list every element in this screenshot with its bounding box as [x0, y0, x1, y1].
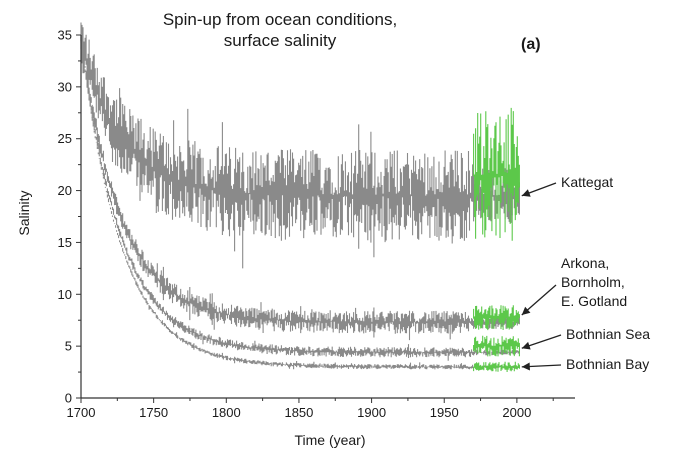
annotation-arrowhead-0	[521, 189, 531, 197]
x-tick-label-1900: 1900	[357, 405, 386, 420]
y-tick-label-10: 10	[58, 287, 72, 302]
x-tick-label-1800: 1800	[212, 405, 241, 420]
series-0-spinup-trace	[80, 22, 520, 269]
annotation-arrowhead-2	[521, 341, 531, 350]
chart-title-line-2: surface salinity	[223, 31, 337, 50]
x-tick-label-1700: 1700	[67, 405, 96, 420]
series-0-observed-trace	[473, 107, 520, 241]
y-tick-label-30: 30	[58, 79, 72, 94]
annotation-arrowhead-1	[521, 306, 531, 316]
x-tick-label-1950: 1950	[430, 405, 459, 420]
annotation-arkona-line-3: E. Gotland	[561, 293, 628, 309]
x-tick-label-2000: 2000	[502, 405, 531, 420]
annotation-bothnian-sea: Bothnian Sea	[566, 326, 651, 342]
y-tick-label-20: 20	[58, 183, 72, 198]
x-tick-label-1850: 1850	[284, 405, 313, 420]
annotation-kattegat: Kattegat	[561, 174, 614, 190]
annotation-arkona-line-1: Arkona,	[561, 255, 610, 271]
panel-label: (a)	[521, 36, 541, 53]
axes: 1700 1750 1800 1850 1900 1950 2000 0 5 10 15 20 25 30…	[58, 28, 575, 420]
annotation-bothnian-bay: Bothnian Bay	[566, 356, 650, 372]
series-layer	[80, 22, 520, 372]
y-tick-label-0: 0	[65, 391, 72, 406]
annotation-arkona-line-2: Bornholm,	[561, 274, 625, 290]
series-1-observed-trace	[473, 305, 520, 331]
x-axis-label: Time (year)	[294, 432, 366, 448]
series-3-observed-trace	[473, 361, 520, 372]
y-tick-label-5: 5	[65, 339, 72, 354]
series-2-observed-trace	[473, 335, 520, 357]
y-tick-label-15: 15	[58, 235, 72, 250]
y-tick-label-35: 35	[58, 28, 72, 43]
annotation-arrows	[521, 182, 562, 371]
x-tick-label-1750: 1750	[139, 405, 168, 420]
chart-title-line-1: Spin-up from ocean conditions,	[162, 10, 398, 29]
series-0	[80, 22, 520, 269]
y-tick-label-25: 25	[58, 131, 72, 146]
annotation-arrowhead-3	[521, 362, 530, 371]
